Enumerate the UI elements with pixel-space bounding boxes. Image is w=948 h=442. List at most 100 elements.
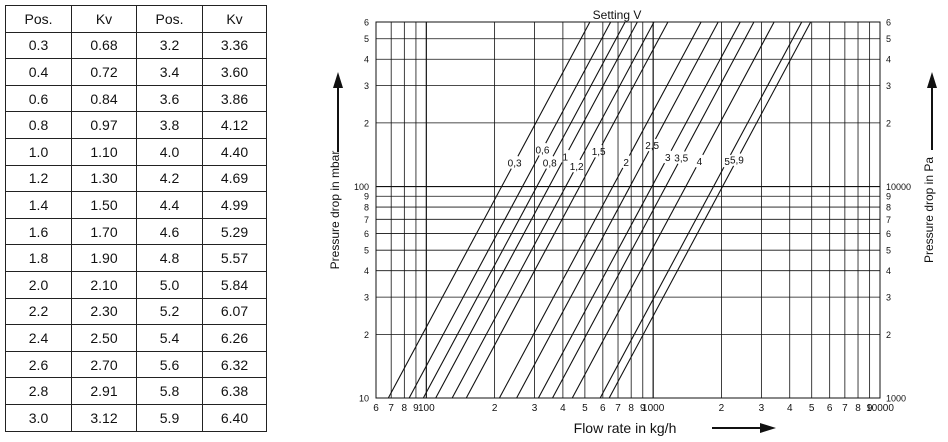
series-line-1-upper	[568, 21, 638, 151]
y-tick-label-right: 3	[886, 293, 891, 303]
y-tick-label-right: 2	[886, 118, 891, 128]
y-tick-label-left: 6	[364, 229, 369, 239]
y-tick-label-right: 6	[886, 18, 891, 28]
x-tick-label: 7	[842, 403, 848, 414]
series-line-3-5-upper	[684, 21, 755, 152]
kv-cell: 6.40	[202, 403, 267, 432]
curve-label: 1,2	[570, 162, 584, 173]
y-axis-label-right: Pressure drop in Pa	[922, 157, 936, 263]
y-tick-label-left: 4	[364, 266, 369, 276]
table-row: 3.0 3.12 5.9 6.40	[5, 403, 267, 432]
x-tick-label: 4	[787, 403, 793, 414]
y-tick-label-right: 4	[886, 266, 891, 276]
series-line-1-5-upper	[601, 21, 669, 146]
series-line-2	[498, 167, 624, 399]
pos-cell: 5.8	[136, 377, 203, 405]
y-tick-label-left: 6	[364, 18, 369, 28]
y-tick-label-right: 1000	[886, 394, 906, 404]
table-row: 0.6 0.84 3.6 3.86	[5, 84, 267, 113]
x-tick-label: 2	[719, 403, 725, 414]
series-line-0-8	[422, 168, 547, 399]
pos-cell: 4.0	[136, 137, 203, 166]
x-tick-label: 9	[413, 403, 419, 414]
series-line-5-9	[608, 165, 735, 399]
x-tick-label: 2	[492, 403, 498, 414]
y-tick-label-right: 7	[886, 215, 891, 225]
y-tick-label-right: 4	[886, 55, 891, 65]
series-line-2-upper	[628, 21, 702, 156]
pos-cell: 0.6	[5, 84, 72, 113]
chart-title: Setting V	[593, 8, 642, 22]
x-tick-label: 8	[628, 403, 634, 414]
series-line-4	[571, 166, 697, 399]
table-row: 0.3 0.68 3.2 3.36	[5, 31, 267, 60]
kv-table-header-row: Pos. Kv Pos. Kv	[5, 5, 267, 33]
y-tick-label-right: 8	[886, 203, 891, 213]
kv-cell: 0.97	[71, 111, 137, 139]
kv-cell: 6.07	[202, 297, 267, 326]
curve-label: 0,6	[535, 145, 549, 156]
table-row: 0.8 0.97 3.8 4.12	[5, 111, 267, 139]
y-tick-label-left: 10	[359, 394, 369, 404]
y-tick-label-right: 10000	[886, 182, 911, 192]
curve-label: 2	[623, 158, 629, 169]
pos-cell: 5.0	[136, 270, 203, 299]
kv-cell: 0.84	[71, 84, 137, 113]
y-tick-label-left: 8	[364, 203, 369, 213]
y-tick-label-left: 100	[354, 182, 369, 192]
chart-grid	[375, 21, 881, 399]
series-line-1-2-upper	[579, 21, 655, 161]
curve-label: 5	[724, 157, 730, 168]
y-tick-label-left: 5	[364, 246, 369, 256]
curve-label: 5,9	[730, 156, 744, 167]
y-tick-label-left: 3	[364, 81, 369, 91]
x-tick-label: 4	[560, 403, 566, 414]
series-line-0-6-upper	[545, 21, 612, 144]
kv-cell: 2.30	[71, 297, 137, 326]
kv-table-body: 0.3 0.68 3.2 3.36 0.4 0.72 3.4 3.60 0.6 0.84 3.6 3.…	[5, 31, 267, 432]
pos-cell: 4.4	[136, 191, 203, 219]
kv-cell: 3.12	[71, 403, 137, 432]
y-tick-label-left: 2	[364, 118, 369, 128]
table-row: 1.2 1.30 4.2 4.69	[5, 164, 267, 193]
y-tick-label-left: 5	[364, 34, 369, 44]
header-kv-2: Kv	[202, 5, 267, 33]
header-pos-1: Pos.	[5, 5, 72, 33]
kv-cell: 1.30	[71, 164, 137, 193]
pos-cell: 2.8	[5, 377, 72, 405]
x-tick-label: 5	[809, 403, 815, 414]
x-tick-label: 9	[867, 403, 873, 414]
y-axis-label-left: Pressure drop in mbar	[328, 151, 342, 270]
series-line-0-8-upper	[552, 21, 626, 157]
pos-cell: 5.6	[136, 350, 203, 379]
pos-cell: 0.4	[5, 58, 72, 86]
x-tick-label: 10000	[866, 403, 894, 414]
series-line-3-5	[552, 163, 679, 399]
kv-cell: 4.40	[202, 137, 267, 166]
series-line-3	[537, 162, 665, 399]
series-line-2-5-upper	[654, 21, 719, 140]
y-tick-label-right: 6	[886, 229, 891, 239]
kv-cell: 1.90	[71, 244, 137, 272]
curve-label: 1	[563, 152, 569, 163]
y-tick-label-right: 3	[886, 81, 891, 91]
x-axis-label: Flow rate in kg/h	[574, 420, 677, 436]
series-line-5-upper	[730, 21, 803, 156]
x-tick-label: 7	[388, 403, 394, 414]
y-tick-label-right: 2	[886, 330, 891, 340]
kv-cell: 3.60	[202, 58, 267, 86]
y-tick-label-left: 7	[364, 215, 369, 225]
y-tick-label-left: 9	[364, 192, 369, 202]
kv-cell: 0.72	[71, 58, 137, 86]
y-tick-label-right: 9	[886, 192, 891, 202]
x-tick-label: 3	[532, 403, 538, 414]
pos-cell: 3.8	[136, 111, 203, 139]
kv-cell: 3.36	[202, 31, 267, 60]
kv-cell: 1.70	[71, 217, 137, 246]
pos-cell: 2.0	[5, 270, 72, 299]
pos-cell: 1.8	[5, 244, 72, 272]
y-tick-label-left: 3	[364, 293, 369, 303]
series-line-2-5	[516, 151, 650, 399]
